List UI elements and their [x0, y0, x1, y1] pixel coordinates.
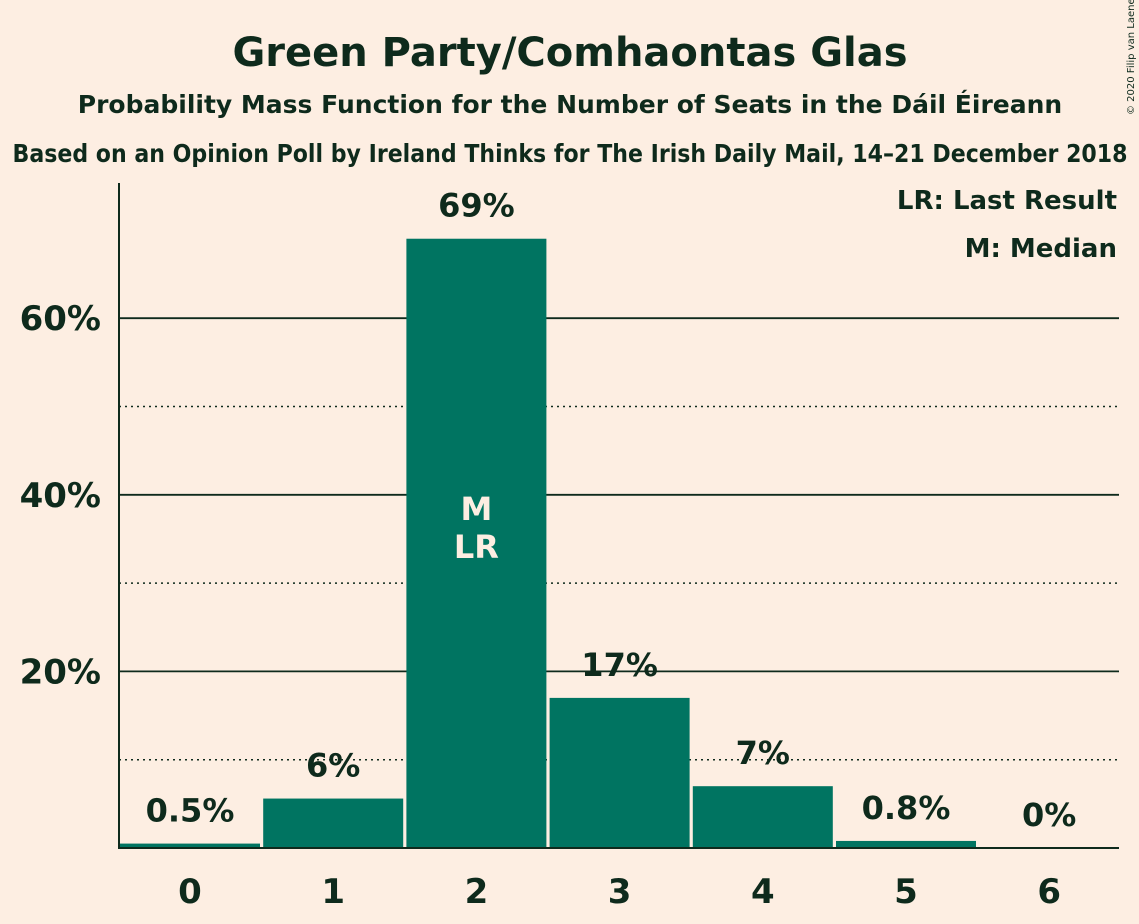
legend-median: M: Median	[965, 234, 1117, 264]
x-tick-label-4: 4	[751, 872, 775, 912]
copyright-note: © 2020 Filip van Laenen	[1126, 0, 1137, 115]
data-label-3: 17%	[581, 646, 658, 684]
x-tick-label-6: 6	[1037, 872, 1061, 912]
data-label-1: 6%	[306, 747, 360, 785]
legend-last-result: LR: Last Result	[897, 186, 1117, 216]
bar-2	[406, 238, 547, 849]
x-axis-labels: 0 1 2 3 4 5 6	[178, 872, 1061, 912]
bars	[120, 238, 976, 849]
data-labels: 0.5% 6% 69% MLR 17% 7% 0.8% 0%	[146, 187, 1077, 834]
x-tick-label-1: 1	[321, 872, 345, 912]
data-label-2: 69%	[438, 187, 515, 225]
y-tick-label-1: 40%	[20, 476, 101, 516]
chart-subtitle-source: Based on an Opinion Poll by Ireland Thin…	[13, 139, 1128, 168]
data-label-0: 0.5%	[146, 792, 235, 830]
data-label-6: 0%	[1022, 796, 1076, 834]
chart-title: Green Party/Comhaontas Glas	[232, 30, 907, 76]
x-tick-label-5: 5	[894, 872, 918, 912]
y-axis-labels: 20% 40% 60%	[20, 299, 101, 692]
bar-3	[549, 697, 690, 848]
bar-4	[692, 786, 833, 848]
bar-inner-label-lr: LR	[454, 528, 499, 566]
x-tick-label-2: 2	[465, 872, 489, 912]
bar-inner-label-m: M	[460, 490, 492, 528]
x-tick-label-3: 3	[608, 872, 632, 912]
data-label-4: 7%	[736, 734, 790, 772]
gridlines	[119, 317, 1119, 761]
y-tick-label-0: 20%	[20, 652, 101, 692]
bar-0	[120, 843, 260, 848]
bar-1	[263, 798, 404, 848]
x-tick-label-0: 0	[178, 872, 202, 912]
bar-5	[836, 840, 976, 848]
y-tick-label-2: 60%	[20, 299, 101, 339]
chart-subtitle: Probability Mass Function for the Number…	[78, 90, 1062, 119]
data-label-5: 0.8%	[862, 789, 951, 827]
